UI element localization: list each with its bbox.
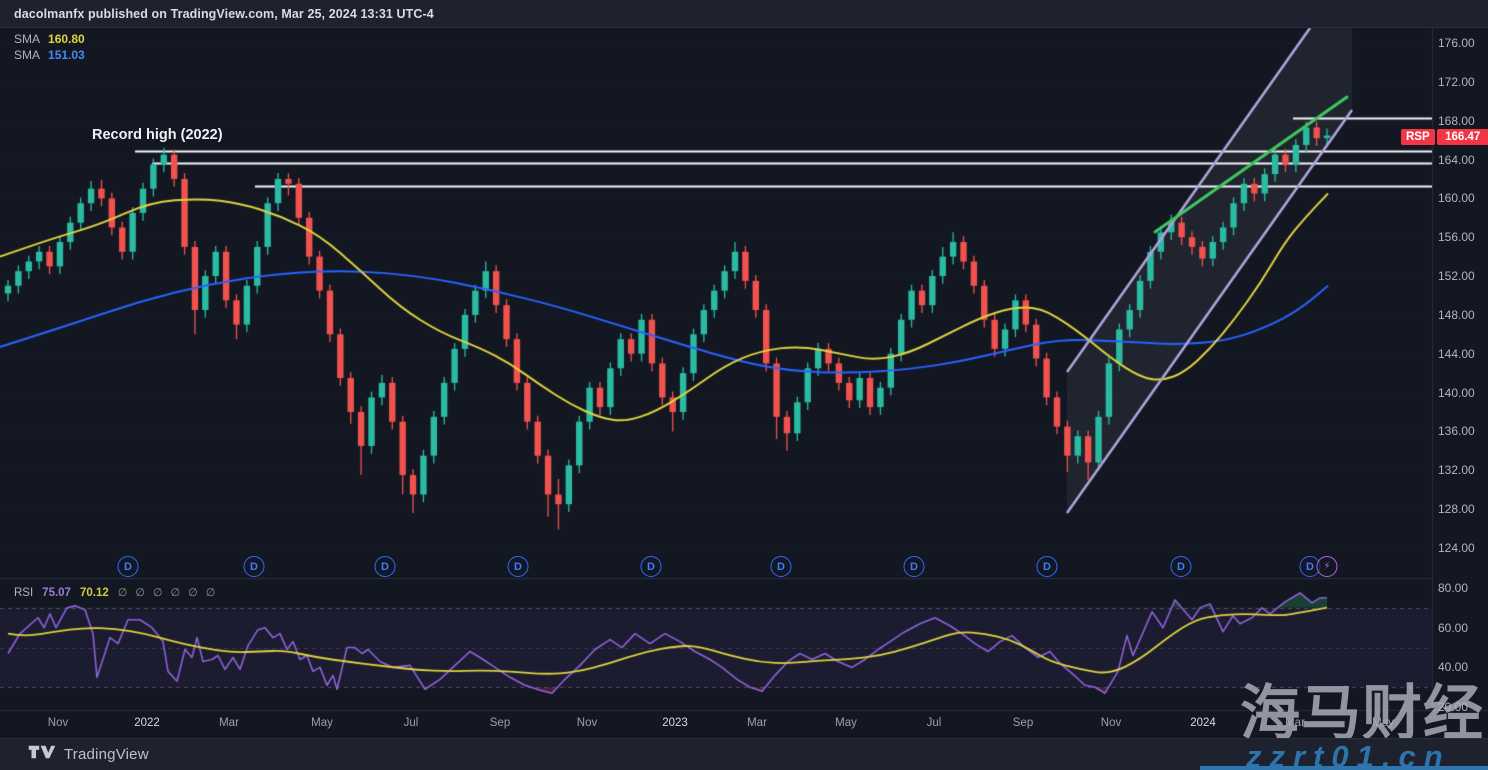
rsi-tick: 60.00 <box>1438 620 1469 635</box>
time-label: Nov <box>47 717 69 729</box>
record-high-annotation: Record high (2022) <box>92 127 223 143</box>
footer-bar: TradingView <box>0 738 1488 770</box>
time-label: Sep <box>1012 717 1034 729</box>
time-label: Jul <box>926 717 942 729</box>
dividend-marker[interactable]: D <box>1036 556 1058 577</box>
sma-slow-legend[interactable]: SMA 151.03 <box>14 47 85 63</box>
sma-fast-value: 160.80 <box>48 32 85 46</box>
dividend-marker[interactable]: D <box>770 556 792 577</box>
price-axis[interactable]: 176.00 172.00 168.00 164.00 160.00 156.00 152.… <box>1433 27 1488 714</box>
time-label: Nov <box>576 717 598 729</box>
rsi-empty-params: ∅ ∅ ∅ ∅ ∅ ∅ <box>118 586 216 599</box>
rsi-tick: 40.00 <box>1438 660 1469 675</box>
price-tick: 136.00 <box>1438 424 1475 439</box>
empty-set-glyph: ∅ <box>117 587 128 599</box>
empty-set-glyph: ∅ <box>188 587 198 599</box>
dividend-marker[interactable]: D <box>117 556 139 577</box>
empty-set-glyph: ∅ <box>170 587 181 599</box>
price-tick: 156.00 <box>1438 230 1475 245</box>
rsi-tick: 80.00 <box>1438 581 1469 595</box>
time-label: Nov <box>1100 717 1122 729</box>
dividend-marker[interactable]: D <box>374 556 396 577</box>
dividend-marker[interactable]: D <box>243 556 265 577</box>
publish-credit: dacolmanfx published on TradingView.com,… <box>14 6 434 21</box>
symbol-badge: RSP <box>1401 129 1435 145</box>
time-label: 2024 <box>1190 717 1216 729</box>
empty-set-glyph: ∅ <box>205 587 216 599</box>
rsi-value: 75.07 <box>42 586 71 599</box>
sma-fast-label: SMA <box>14 32 41 46</box>
price-tick: 128.00 <box>1438 502 1475 517</box>
dividend-marker[interactable]: D <box>507 556 529 577</box>
watermark-accent-strip <box>1200 766 1488 770</box>
indicator-legend: SMA 160.80 SMA 151.03 <box>14 31 85 63</box>
price-tick: 132.00 <box>1438 463 1475 478</box>
dividend-marker[interactable]: D <box>903 556 925 577</box>
price-tick: 124.00 <box>1438 540 1475 555</box>
last-price-badge: RSP 166.47 <box>1401 129 1488 145</box>
watermark-cjk: 海马财经 <box>1240 680 1484 747</box>
empty-set-glyph: ∅ <box>152 587 163 599</box>
price-tick: 168.00 <box>1438 113 1475 128</box>
price-tick: 152.00 <box>1438 269 1475 284</box>
brand-name: TradingView <box>64 746 149 763</box>
tradingview-brand[interactable]: TradingView <box>28 743 149 766</box>
price-tick: 144.00 <box>1438 346 1475 361</box>
earnings-marker[interactable]: ⚡ <box>1316 556 1338 577</box>
sma-fast-legend[interactable]: SMA 160.80 <box>14 31 85 47</box>
last-price-value: 166.47 <box>1436 129 1488 145</box>
header-bar: dacolmanfx published on TradingView.com,… <box>0 0 1488 28</box>
time-label: 2022 <box>134 717 160 729</box>
sma-slow-value: 151.03 <box>48 48 85 62</box>
dividend-marker[interactable]: D <box>1299 556 1321 577</box>
price-tick: 164.00 <box>1438 152 1475 167</box>
price-tick: 148.00 <box>1438 307 1475 322</box>
time-label: May <box>311 717 333 729</box>
rsi-tick: 20.00 <box>1438 700 1469 715</box>
price-tick: 176.00 <box>1438 36 1475 50</box>
time-label: Sep <box>489 717 511 729</box>
price-tick: 140.00 <box>1438 385 1475 400</box>
dividend-marker[interactable]: D <box>1170 556 1192 577</box>
rsi-label: RSI <box>14 586 34 599</box>
rsi-legend[interactable]: RSI 75.07 70.12 ∅ ∅ ∅ ∅ ∅ ∅ <box>14 586 216 600</box>
time-label: Mar <box>747 717 767 729</box>
time-label: 2023 <box>662 717 688 729</box>
time-label: May <box>1372 717 1394 729</box>
time-label: Mar <box>1285 717 1305 729</box>
tradingview-logo-icon <box>28 743 56 766</box>
dividend-marker[interactable]: D <box>640 556 662 577</box>
watermark-url: zzrt01.cn <box>1246 739 1451 770</box>
time-label: Jul <box>403 717 419 729</box>
time-axis[interactable]: Nov 2022 Mar May Jul Sep Nov 2023 Mar May Jul Sep No… <box>0 710 1432 738</box>
price-tick: 160.00 <box>1438 191 1475 206</box>
price-tick: 172.00 <box>1438 74 1475 89</box>
empty-set-glyph: ∅ <box>135 587 145 599</box>
time-label: Mar <box>219 717 239 729</box>
rsi-ma-value: 70.12 <box>79 586 109 599</box>
time-label: May <box>835 717 857 729</box>
sma-slow-label: SMA <box>14 48 41 62</box>
